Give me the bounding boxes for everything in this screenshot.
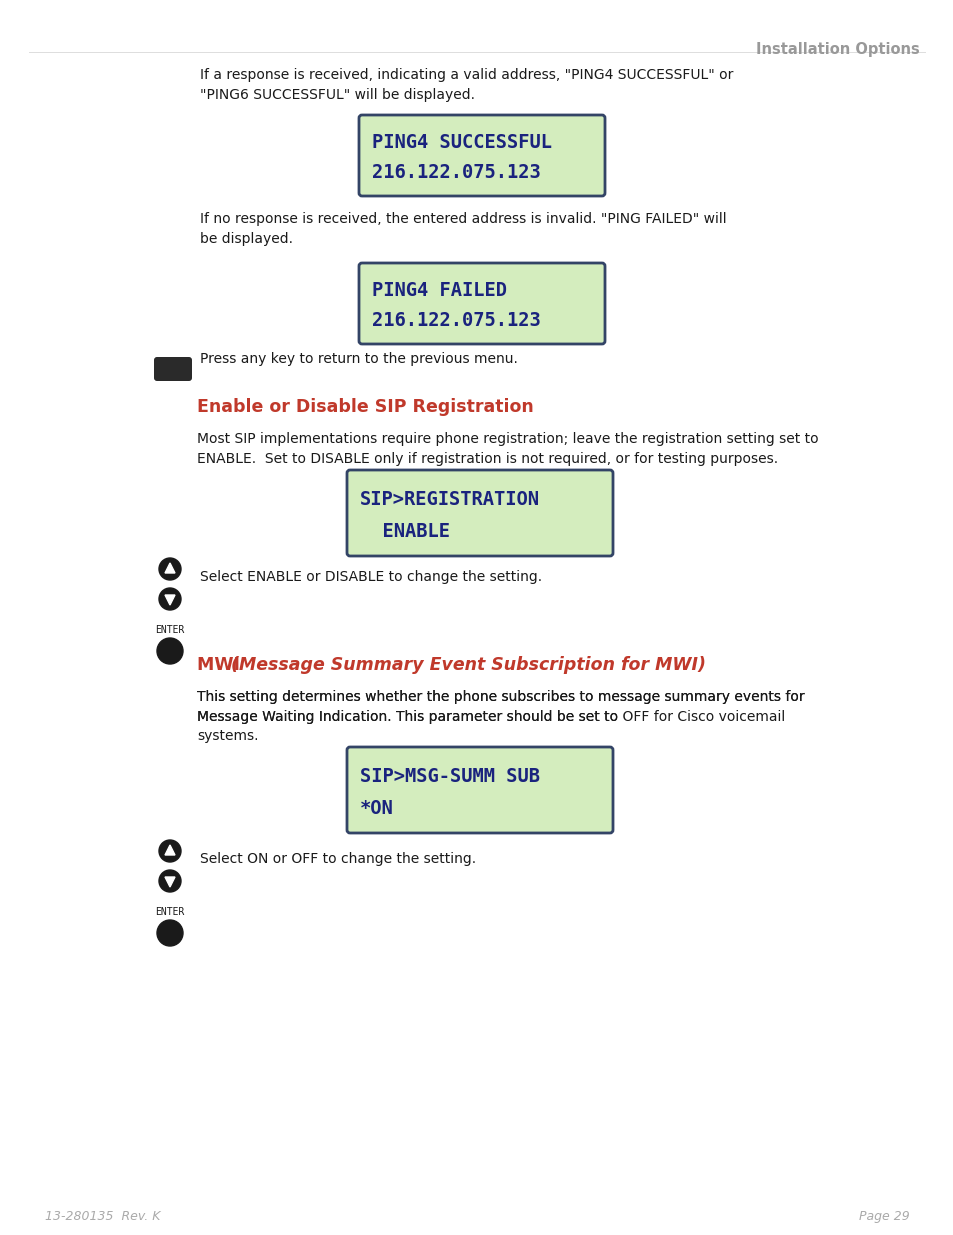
Text: 216.122.075.123: 216.122.075.123 [372, 311, 540, 330]
Circle shape [157, 920, 183, 946]
Text: If no response is received, the entered address is invalid. "PING FAILED" will
b: If no response is received, the entered … [200, 212, 726, 246]
Circle shape [159, 588, 181, 610]
Text: PING4 FAILED: PING4 FAILED [372, 282, 506, 300]
Text: SIP>REGISTRATION: SIP>REGISTRATION [359, 490, 539, 509]
FancyBboxPatch shape [358, 263, 604, 345]
Polygon shape [165, 877, 174, 887]
Text: Press any key to return to the previous menu.: Press any key to return to the previous … [200, 352, 517, 366]
FancyBboxPatch shape [153, 357, 192, 382]
FancyBboxPatch shape [358, 115, 604, 196]
Text: 13-280135  Rev. K: 13-280135 Rev. K [45, 1210, 160, 1223]
Circle shape [159, 558, 181, 580]
Circle shape [157, 638, 183, 664]
Text: (Message Summary Event Subscription for MWI): (Message Summary Event Subscription for … [231, 656, 705, 674]
Text: ENTER: ENTER [155, 906, 185, 918]
Text: This setting determines whether the phone subscribes to message summary events f: This setting determines whether the phon… [196, 690, 803, 724]
Polygon shape [165, 845, 174, 855]
Text: Page 29: Page 29 [859, 1210, 909, 1223]
Circle shape [159, 840, 181, 862]
Text: Message Waiting Indication. This parameter should be set to: Message Waiting Indication. This paramet… [196, 724, 622, 739]
Text: *ON: *ON [359, 799, 394, 818]
Circle shape [159, 869, 181, 892]
Text: 216.122.075.123: 216.122.075.123 [372, 163, 540, 183]
Text: Select ON or OFF to change the setting.: Select ON or OFF to change the setting. [200, 852, 476, 866]
Text: Most SIP implementations require phone registration; leave the registration sett: Most SIP implementations require phone r… [196, 432, 818, 466]
Text: Enable or Disable SIP Registration: Enable or Disable SIP Registration [196, 398, 533, 416]
Text: Installation Options: Installation Options [756, 42, 919, 57]
Text: MWI: MWI [196, 656, 246, 674]
Polygon shape [165, 563, 174, 573]
Polygon shape [165, 595, 174, 605]
Text: SIP>MSG-SUMM SUB: SIP>MSG-SUMM SUB [359, 767, 539, 785]
Text: Select ENABLE or DISABLE to change the setting.: Select ENABLE or DISABLE to change the s… [200, 571, 541, 584]
Text: ENTER: ENTER [155, 625, 185, 635]
FancyBboxPatch shape [347, 747, 613, 832]
Text: ENABLE: ENABLE [359, 522, 450, 541]
Text: If a response is received, indicating a valid address, "PING4 SUCCESSFUL" or
"PI: If a response is received, indicating a … [200, 68, 733, 101]
Text: PING4 SUCCESSFUL: PING4 SUCCESSFUL [372, 133, 552, 152]
FancyBboxPatch shape [347, 471, 613, 556]
Text: This setting determines whether the phone subscribes to message summary events f: This setting determines whether the phon… [196, 690, 803, 743]
